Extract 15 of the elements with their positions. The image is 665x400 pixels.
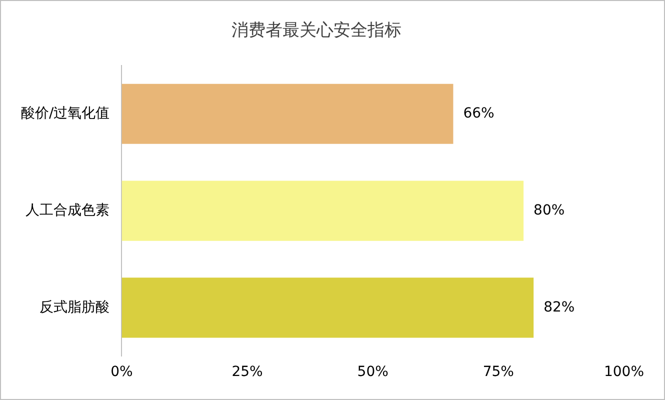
x-tick-label: 100%	[604, 364, 644, 380]
x-tick-label: 25%	[232, 364, 263, 380]
data-label: 82%	[544, 299, 575, 316]
y-tick-label: 反式脂肪酸	[40, 299, 110, 316]
x-tick-label: 50%	[357, 364, 388, 380]
bar	[122, 84, 454, 144]
y-tick-label: 酸价/过氧化值	[21, 106, 110, 122]
bar	[122, 180, 524, 241]
data-label: 80%	[534, 202, 565, 218]
bar	[122, 278, 534, 338]
x-tick-label: 0%	[110, 364, 133, 380]
y-tick-label: 人工合成色素	[26, 202, 110, 218]
chart-title: 消费者最关心安全指标	[232, 20, 402, 41]
x-tick-label: 75%	[482, 364, 514, 380]
data-label: 66%	[463, 106, 494, 122]
